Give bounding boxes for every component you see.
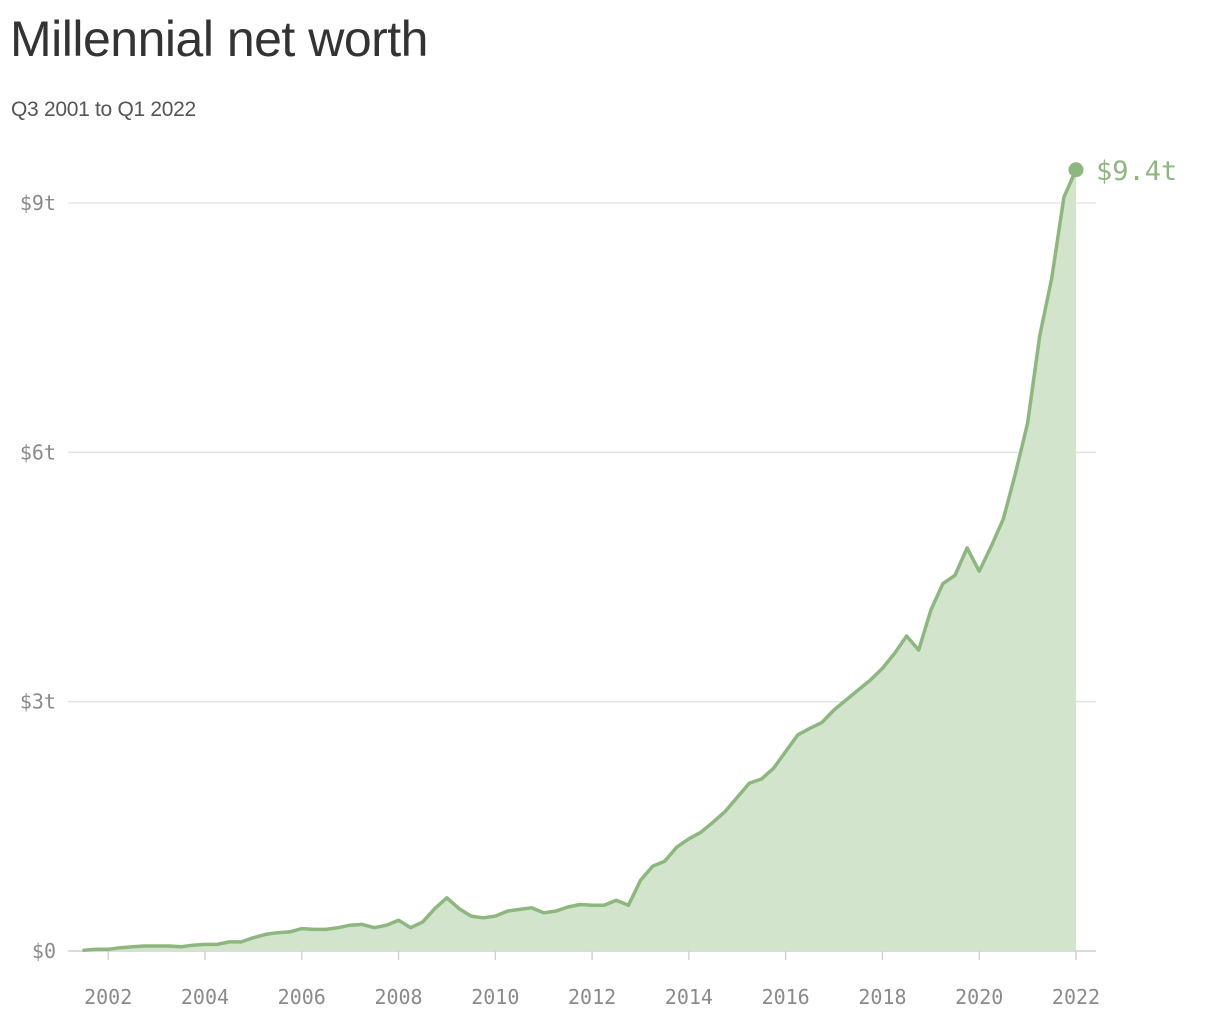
- end-value-label: $9.4t: [1096, 156, 1177, 187]
- x-tick-label: 2006: [278, 985, 326, 1009]
- end-point-marker: [1068, 162, 1084, 178]
- x-tick-label: 2016: [762, 985, 810, 1009]
- x-tick-label: 2018: [858, 985, 906, 1009]
- chart-title: Millennial net worth: [10, 11, 428, 67]
- x-tick-label: 2012: [568, 985, 616, 1009]
- y-tick-label: $3t: [20, 690, 56, 714]
- x-tick-label: 2008: [374, 985, 422, 1009]
- net-worth-area: [84, 169, 1076, 952]
- x-tick-label: 2014: [665, 985, 713, 1009]
- y-axis: $0 $3t $6t $9t: [20, 191, 56, 963]
- net-worth-line: [82, 168, 1078, 952]
- y-tick-label: $6t: [20, 440, 56, 464]
- chart-subtitle: Q3 2001 to Q1 2022: [11, 98, 196, 121]
- x-axis: 2002 2004 2006 2008 2010 2012 2014 2016 2018 2020…: [84, 951, 1100, 1009]
- y-tick-label: $9t: [20, 191, 56, 215]
- x-tick-label: 2010: [471, 985, 519, 1009]
- x-tick-label: 2022: [1052, 985, 1100, 1009]
- x-tick-label: 2020: [955, 985, 1003, 1009]
- x-tick-label: 2004: [181, 985, 229, 1009]
- y-tick-label: $0: [32, 939, 56, 963]
- x-tick-label: 2002: [84, 985, 132, 1009]
